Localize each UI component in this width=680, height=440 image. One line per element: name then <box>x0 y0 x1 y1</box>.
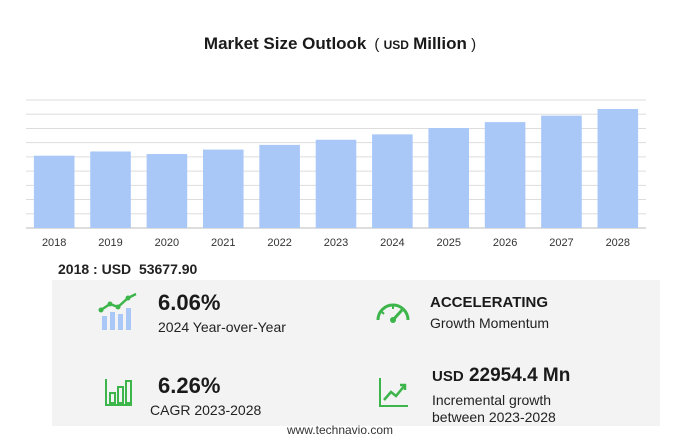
kpi-momentum: ACCELERATING Growth Momentum <box>430 294 549 332</box>
x-tick-label: 2018 <box>42 237 66 249</box>
incremental-value-line: USD 22954.4 Mn <box>432 364 570 389</box>
x-tick-label: 2026 <box>493 237 517 249</box>
bar-2026 <box>484 122 526 228</box>
momentum-head: ACCELERATING <box>430 294 549 311</box>
paren-close: ) <box>471 36 477 53</box>
kpi-cagr: 6.26% CAGR 2023-2028 <box>150 374 261 419</box>
base-sep: : <box>93 261 98 277</box>
bar-2028 <box>597 109 639 228</box>
momentum-label: Growth Momentum <box>430 315 550 331</box>
title-main: Market Size Outlook <box>203 34 367 53</box>
base-year-value: 2018 : USD 53677.90 <box>58 261 197 277</box>
bar-2023 <box>315 139 357 228</box>
kpi-incremental: USD 22954.4 Mn Incremental growth betwee… <box>432 364 570 426</box>
bar-2018 <box>33 155 75 228</box>
x-tick-label: 2027 <box>549 237 573 249</box>
incremental-line2: between 2023-2028 <box>432 409 556 425</box>
x-tick-label: 2019 <box>98 237 122 249</box>
line-chart-icon <box>379 378 408 407</box>
chart-title: Market Size Outlook ( USD Million ) <box>0 34 680 54</box>
bar-2025 <box>428 128 470 228</box>
paren-open: ( <box>374 36 380 53</box>
bar-2020 <box>146 154 188 228</box>
base-year: 2018 <box>58 261 90 277</box>
incremental-value: 22954.4 Mn <box>468 365 571 386</box>
gauge-icon <box>376 303 410 323</box>
yoy-label: 2024 Year-over-Year <box>158 319 286 335</box>
title-million: Million <box>413 34 467 53</box>
base-value: 53677.90 <box>138 261 198 277</box>
title-unit: USD <box>383 38 409 52</box>
bar-2019 <box>90 151 131 228</box>
bar-2021 <box>202 149 244 228</box>
x-tick-label: 2023 <box>324 237 348 249</box>
bar-2022 <box>259 144 300 228</box>
x-tick-label: 2022 <box>267 237 291 249</box>
footer-site: www.technavio.com <box>286 423 394 437</box>
bar-chart: 2018 2019 2020 2021 2022 2023 2024 2025 2026 2027… <box>26 99 646 249</box>
x-tick-label: 2021 <box>211 237 235 249</box>
bar-chart-icon <box>105 379 132 406</box>
x-tick-label: 2024 <box>380 237 404 249</box>
title-unit-group: ( USD Million ) <box>374 34 477 53</box>
kpi-yoy: 6.06% 2024 Year-over-Year <box>158 291 286 336</box>
cagr-label: CAGR 2023-2028 <box>150 402 262 418</box>
x-tick-label: 2025 <box>436 237 460 249</box>
kpi-panel: 6.06% 2024 Year-over-Year ACCELERATING G… <box>52 280 660 426</box>
incremental-line1: Incremental growth <box>432 392 552 408</box>
cagr-value: 6.26% <box>158 373 221 398</box>
bar-2027 <box>541 115 582 228</box>
x-tick-label: 2028 <box>606 237 630 249</box>
incremental-currency: USD <box>432 368 464 385</box>
x-tick-label: 2020 <box>155 237 179 249</box>
base-currency: USD <box>101 261 132 277</box>
bar-2024 <box>372 134 413 228</box>
yoy-value: 6.06% <box>158 290 221 315</box>
bar-growth-icon <box>98 292 137 330</box>
